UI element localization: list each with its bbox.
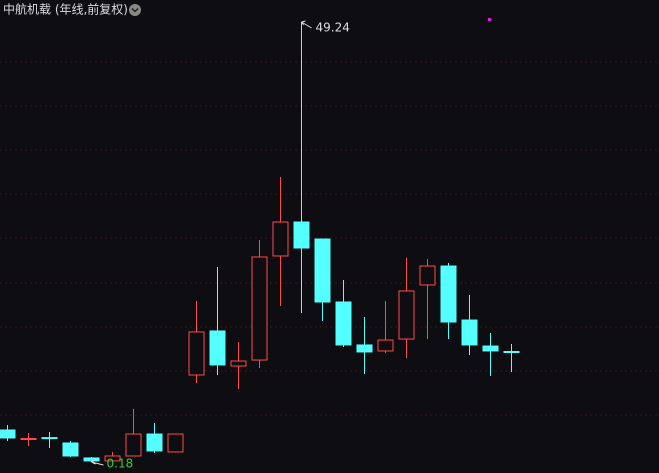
candle-body <box>398 290 415 340</box>
candle-body <box>377 339 394 352</box>
candle-body <box>125 433 142 457</box>
dropdown-icon[interactable] <box>129 4 141 16</box>
candle-body <box>461 319 478 346</box>
candle-body <box>272 221 289 257</box>
annotation-arrow <box>301 20 312 29</box>
candle-body <box>167 433 184 453</box>
candle-body <box>503 351 520 354</box>
candle-body <box>146 433 163 452</box>
grid <box>0 61 659 416</box>
candle-body <box>104 455 121 462</box>
candle-body <box>41 437 58 440</box>
candle-body <box>0 429 16 439</box>
chart-title: 中航机载 (年线,前复权) <box>3 2 128 17</box>
low-label: 0.18 <box>107 457 134 471</box>
candle-body <box>293 221 310 249</box>
candle-body <box>335 301 352 346</box>
high-label: 49.24 <box>316 21 350 35</box>
candle-body <box>440 265 457 323</box>
annotation-arrow <box>91 459 104 466</box>
candle-body <box>209 330 226 366</box>
candle-body <box>314 238 331 303</box>
candle-body <box>230 360 247 367</box>
candle-body <box>482 345 499 352</box>
candle-body <box>62 442 79 457</box>
candle-body <box>20 438 37 441</box>
candle-body <box>83 457 100 462</box>
candle-body <box>188 331 205 376</box>
marker-dot <box>488 18 491 21</box>
candle-body <box>419 265 436 286</box>
candle-body <box>251 256 268 361</box>
candle-body <box>356 344 373 353</box>
